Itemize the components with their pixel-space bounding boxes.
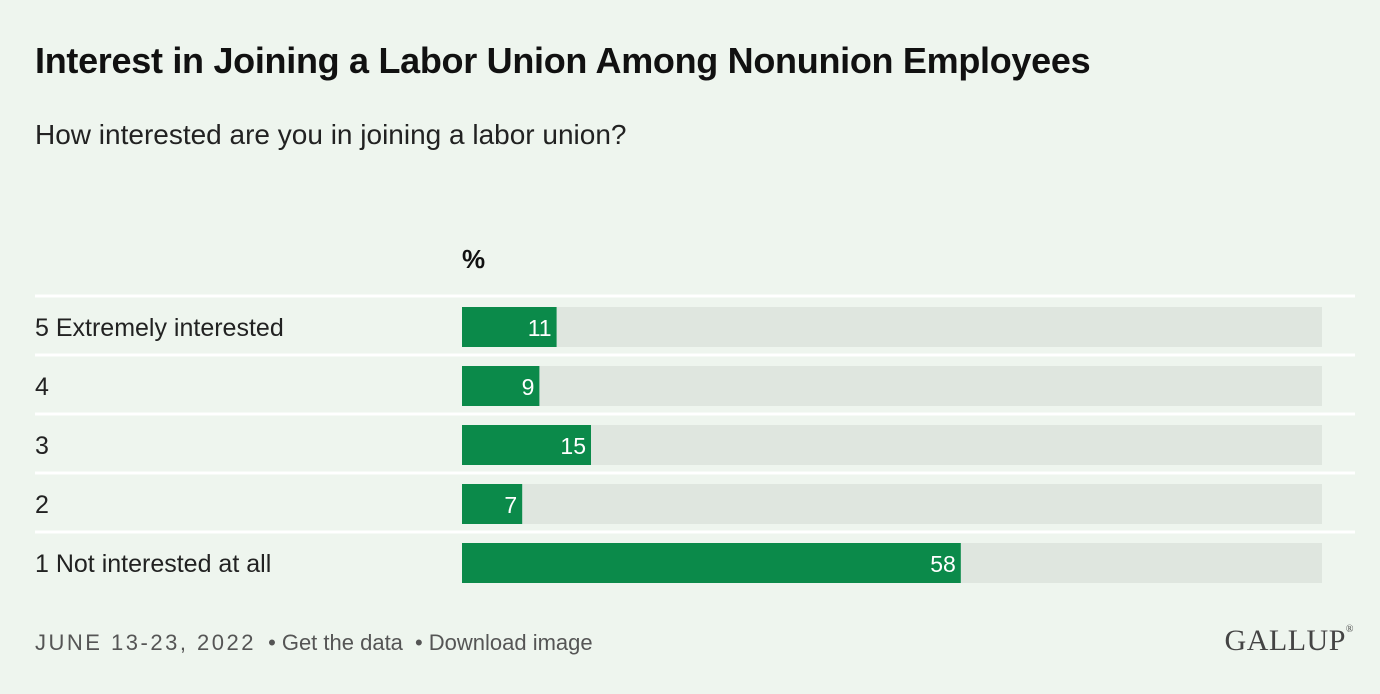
data-label: 11 <box>528 315 552 341</box>
get-data-link[interactable]: Get the data <box>281 630 403 655</box>
gallup-logo: GALLUP® <box>1225 624 1354 658</box>
data-label: 9 <box>522 374 535 400</box>
footer-separator: • <box>415 630 423 655</box>
footer-separator: • <box>268 630 276 655</box>
bar-track <box>462 425 1322 465</box>
chart-title: Interest in Joining a Labor Union Among … <box>35 40 1091 81</box>
bar <box>462 543 961 583</box>
survey-date: JUNE 13-23, 2022 <box>35 630 256 655</box>
data-label: 15 <box>560 433 586 459</box>
category-label: 2 <box>35 491 49 519</box>
bar-track <box>462 366 1322 406</box>
bar <box>462 366 540 406</box>
footer: JUNE 13-23, 2022 • Get the data • Download… <box>35 630 593 656</box>
data-label: 58 <box>930 551 956 577</box>
registered-mark: ® <box>1345 624 1354 635</box>
category-label: 1 Not interested at all <box>35 550 271 578</box>
unit-label: % <box>462 244 486 274</box>
bar <box>462 307 557 347</box>
download-image-link[interactable]: Download image <box>428 630 593 655</box>
bar-chart: 5 Extremely interested 114 93 152 71 Not int… <box>35 294 1355 583</box>
chart-subtitle: How interested are you in joining a labo… <box>35 119 627 150</box>
category-label: 3 <box>35 432 49 460</box>
category-label: 4 <box>35 373 49 401</box>
gallup-logo-text: GALLUP <box>1224 624 1346 657</box>
bar-track <box>462 307 1322 347</box>
bar <box>462 425 591 465</box>
category-label: 5 Extremely interested <box>35 314 284 342</box>
data-label: 7 <box>504 492 517 518</box>
bar-track <box>462 484 1322 524</box>
bar <box>462 484 523 524</box>
